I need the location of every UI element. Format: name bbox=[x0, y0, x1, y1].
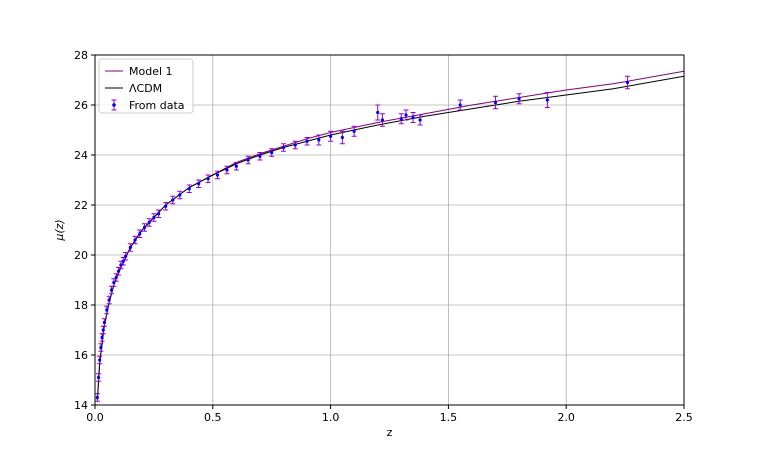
data-point bbox=[380, 118, 385, 122]
plot-frame bbox=[94, 54, 685, 406]
data-point bbox=[124, 254, 128, 258]
data-point bbox=[493, 100, 498, 105]
data-point bbox=[399, 117, 403, 121]
data-point bbox=[270, 150, 274, 155]
data-point bbox=[95, 395, 99, 400]
data-point bbox=[178, 193, 182, 197]
data-point bbox=[281, 145, 286, 150]
data-point bbox=[105, 308, 109, 312]
data-point bbox=[133, 238, 137, 242]
y-tick-label: 18 bbox=[74, 299, 88, 312]
data-point bbox=[147, 220, 151, 225]
data-point bbox=[329, 134, 333, 138]
data-point bbox=[114, 275, 118, 280]
y-tick-label: 20 bbox=[74, 249, 88, 262]
data-point bbox=[376, 110, 380, 115]
y-tick-label: 26 bbox=[74, 99, 88, 112]
x-axis-title: z bbox=[387, 426, 393, 439]
data-point bbox=[102, 320, 107, 325]
data-point bbox=[171, 198, 175, 202]
data-point bbox=[98, 358, 102, 362]
model-1-line bbox=[96, 70, 685, 401]
y-tick-label: 14 bbox=[74, 399, 88, 412]
data-point bbox=[458, 103, 462, 107]
legend-label: From data bbox=[129, 99, 185, 112]
data-point bbox=[517, 97, 521, 101]
data-point bbox=[164, 204, 168, 208]
y-tick-label: 22 bbox=[74, 199, 88, 212]
data-point bbox=[116, 269, 121, 273]
legend-label: Model 1 bbox=[129, 65, 173, 78]
data-point bbox=[258, 154, 262, 158]
data-point bbox=[128, 245, 132, 250]
data-point bbox=[109, 288, 114, 292]
y-tick-label: 16 bbox=[74, 349, 88, 362]
data-point bbox=[317, 138, 321, 142]
legend-label: ΛCDM bbox=[129, 82, 162, 95]
y-tick-label: 28 bbox=[74, 49, 88, 62]
data-point bbox=[215, 173, 220, 177]
data-point bbox=[545, 98, 549, 102]
data-point bbox=[187, 187, 191, 191]
y-tick-label: 24 bbox=[74, 149, 88, 162]
data-point bbox=[197, 182, 201, 186]
data-point bbox=[404, 113, 408, 117]
x-tick-label: 2.0 bbox=[557, 411, 575, 424]
x-tick-label: 2.5 bbox=[675, 411, 693, 424]
data-point bbox=[157, 212, 161, 216]
data-point bbox=[101, 328, 105, 332]
x-tick-label: 0.5 bbox=[204, 411, 222, 424]
x-tick-label: 0.0 bbox=[86, 411, 104, 424]
legend-swatch bbox=[112, 103, 116, 107]
series bbox=[94, 70, 685, 402]
data-point bbox=[152, 215, 156, 220]
x-tick-label: 1.5 bbox=[440, 411, 458, 424]
data-point bbox=[225, 168, 229, 172]
y-axis-title: μ(z) bbox=[53, 219, 66, 241]
lcdm-line bbox=[96, 75, 685, 401]
data-point bbox=[100, 335, 104, 340]
data-point bbox=[352, 129, 356, 133]
data-point bbox=[107, 298, 111, 302]
data-point bbox=[96, 375, 101, 380]
legend-box bbox=[98, 58, 194, 114]
data-point bbox=[411, 115, 415, 120]
axes: 0.0 0.5 1.0 1.5 2.0 2.5 14 16 18 20 22 24 26 28 z μ(z) bbox=[53, 49, 693, 439]
data-point bbox=[99, 345, 103, 350]
data-point bbox=[206, 177, 210, 181]
legend: Model 1 ΛCDM From data bbox=[98, 58, 194, 114]
data-point bbox=[234, 164, 238, 168]
x-tick-label: 1.0 bbox=[322, 411, 340, 424]
data-point bbox=[138, 232, 142, 236]
data-point bbox=[246, 158, 250, 162]
data-point bbox=[293, 143, 297, 147]
data-point bbox=[418, 118, 422, 122]
data-point bbox=[142, 225, 147, 230]
data-point bbox=[625, 80, 630, 85]
data-point bbox=[305, 139, 309, 143]
data-point bbox=[340, 135, 344, 140]
